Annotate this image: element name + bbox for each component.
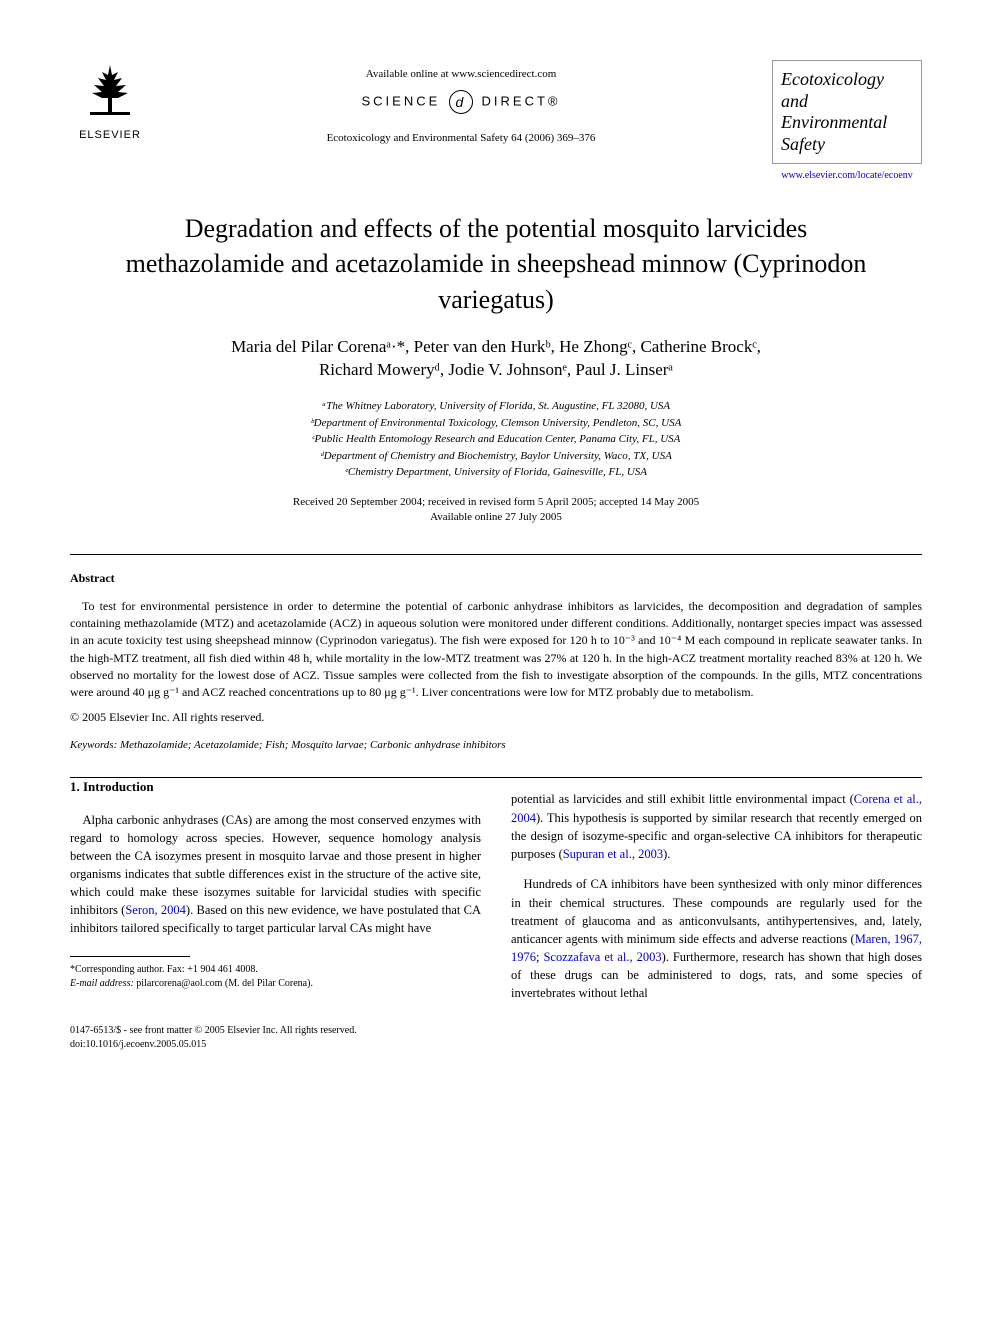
publisher-logo-block: ELSEVIER [70,60,150,141]
keywords-line: Keywords: Methazolamide; Acetazolamide; … [70,739,922,751]
ref-scozzafava-link[interactable]: Scozzafava et al., 2003 [543,950,661,964]
ref-supuran-link[interactable]: Supuran et al., 2003 [563,847,663,861]
sd-left: SCIENCE [361,93,440,108]
intro-para-2: Hundreds of CA inhibitors have been synt… [511,875,922,1002]
affiliations-block: ᵃThe Whitney Laboratory, University of F… [70,398,922,481]
footnote-divider [70,956,190,957]
intro-para-1-cont: potential as larvicides and still exhibi… [511,790,922,863]
divider-top [70,554,922,555]
intro-p1c-text-c: ). [663,847,670,861]
keywords-text: Methazolamide; Acetazolamide; Fish; Mosq… [120,739,506,751]
dates-online: Available online 27 July 2005 [70,510,922,525]
body-columns: 1. Introduction Alpha carbonic anhydrase… [70,778,922,1002]
abstract-heading: Abstract [70,571,922,586]
dates-block: Received 20 September 2004; received in … [70,495,922,526]
header-row: ELSEVIER Available online at www.science… [70,60,922,181]
intro-p1-text-a: Alpha carbonic anhydrases (CAs) are amon… [70,813,481,918]
column-left: 1. Introduction Alpha carbonic anhydrase… [70,778,481,1002]
footer-doi: doi:10.1016/j.ecoenv.2005.05.015 [70,1038,922,1052]
affiliation-d: ᵈDepartment of Chemistry and Biochemistr… [70,448,922,465]
sd-circle-icon: d [449,90,473,114]
intro-para-1: Alpha carbonic anhydrases (CAs) are amon… [70,811,481,938]
journal-title: Ecotoxicology and Environmental Safety [772,60,922,164]
keywords-label: Keywords: [70,739,117,751]
dates-received: Received 20 September 2004; received in … [70,495,922,510]
journal-box: Ecotoxicology and Environmental Safety w… [772,60,922,181]
affiliation-e: ᵉChemistry Department, University of Flo… [70,464,922,481]
science-direct-logo: SCIENCE d DIRECT® [150,90,772,114]
journal-link[interactable]: www.elsevier.com/locate/ecoenv [772,170,922,181]
article-title: Degradation and effects of the potential… [110,211,882,316]
center-header: Available online at www.sciencedirect.co… [150,60,772,144]
article-page: ELSEVIER Available online at www.science… [0,0,992,1092]
authors-block: Maria del Pilar Corenaᵃ·*, Peter van den… [70,335,922,383]
intro-p1c-text-a: potential as larvicides and still exhibi… [511,792,854,806]
abstract-body: To test for environmental persistence in… [70,598,922,702]
affiliation-a: ᵃThe Whitney Laboratory, University of F… [70,398,922,415]
abstract-copyright: © 2005 Elsevier Inc. All rights reserved… [70,710,922,725]
footnote-block: *Corresponding author. Fax: +1 904 461 4… [70,963,481,991]
sd-right: DIRECT® [482,93,561,108]
email-line: E-mail address: pilarcorena@aol.com (M. … [70,977,481,991]
authors-line-2: Richard Moweryᵈ, Jodie V. Johnsonᵉ, Paul… [70,358,922,382]
citation-line: Ecotoxicology and Environmental Safety 6… [150,132,772,144]
footer-line-1: 0147-6513/$ - see front matter © 2005 El… [70,1024,922,1038]
email-label: E-mail address: [70,978,134,989]
affiliation-c: ᶜPublic Health Entomology Research and E… [70,431,922,448]
email-address: pilarcorena@aol.com (M. del Pilar Corena… [136,978,313,989]
ref-seron-link[interactable]: Seron, 2004 [125,903,186,917]
intro-heading: 1. Introduction [70,778,481,797]
footer-block: 0147-6513/$ - see front matter © 2005 El… [70,1024,922,1052]
authors-line-1: Maria del Pilar Corenaᵃ·*, Peter van den… [70,335,922,359]
publisher-name: ELSEVIER [70,129,150,141]
affiliation-b: ᵇDepartment of Environmental Toxicology,… [70,415,922,432]
available-online-text: Available online at www.sciencedirect.co… [150,68,772,80]
article-title-text: Degradation and effects of the potential… [126,214,867,313]
corresponding-author: *Corresponding author. Fax: +1 904 461 4… [70,963,481,977]
column-right: potential as larvicides and still exhibi… [511,778,922,1002]
elsevier-tree-icon [80,60,140,120]
